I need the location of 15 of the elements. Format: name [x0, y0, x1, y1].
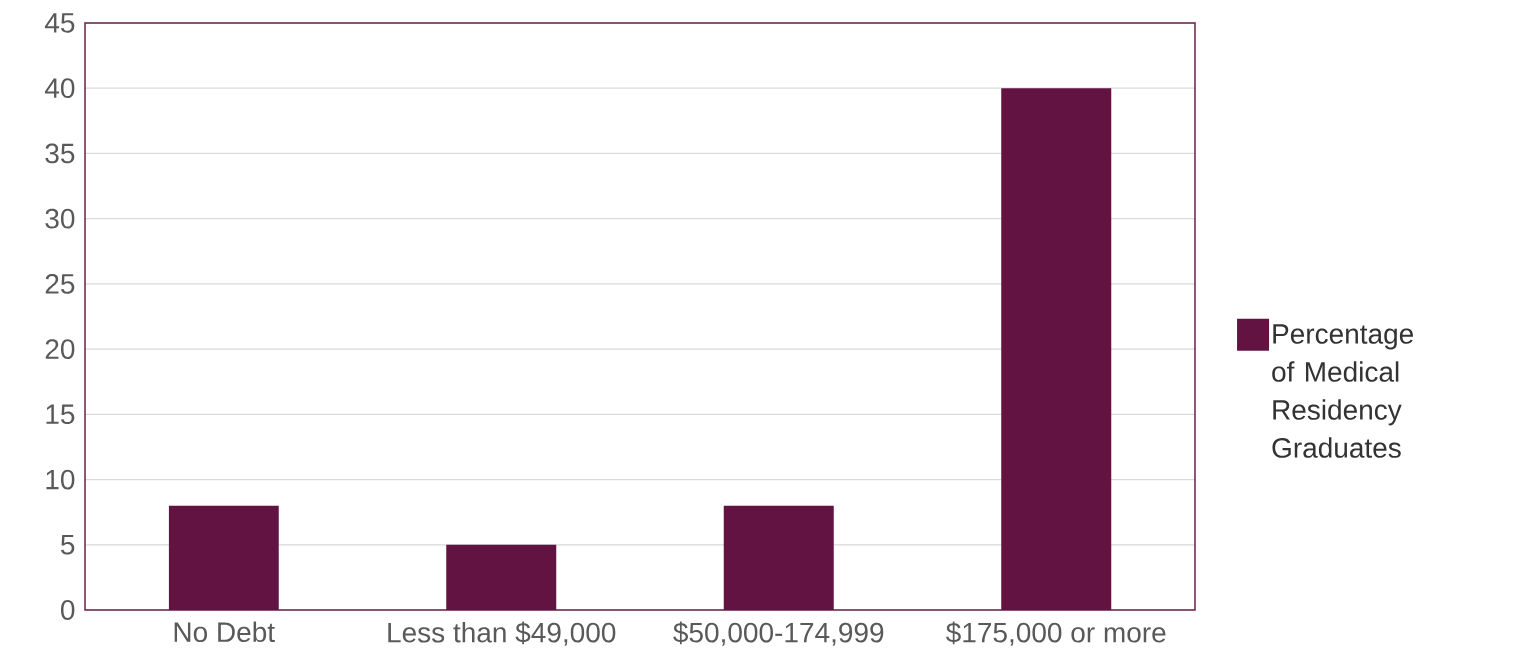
- y-tick-label: 5: [61, 535, 75, 555]
- y-tick-label: 30: [45, 208, 75, 229]
- y-tick-label: 20: [45, 339, 75, 360]
- y-tick-label: 15: [46, 404, 75, 425]
- legend-label: Percentage of Medical Residency Graduates: [1272, 324, 1413, 458]
- x-tick-label: $50,000-174,999: [673, 621, 884, 646]
- y-tick-label: 45: [44, 13, 75, 33]
- x-tick-label: No Debt: [174, 621, 275, 643]
- y-tick-label: 25: [45, 273, 75, 294]
- y-tick-label: 40: [44, 78, 75, 99]
- y-tick-label: 10: [46, 469, 75, 490]
- y-tick-label: 0: [60, 600, 75, 620]
- y-tick-label: 35: [45, 143, 75, 164]
- x-tick-label: Less than $49,000: [388, 621, 616, 646]
- x-tick-label: $175,000 or more: [946, 621, 1166, 646]
